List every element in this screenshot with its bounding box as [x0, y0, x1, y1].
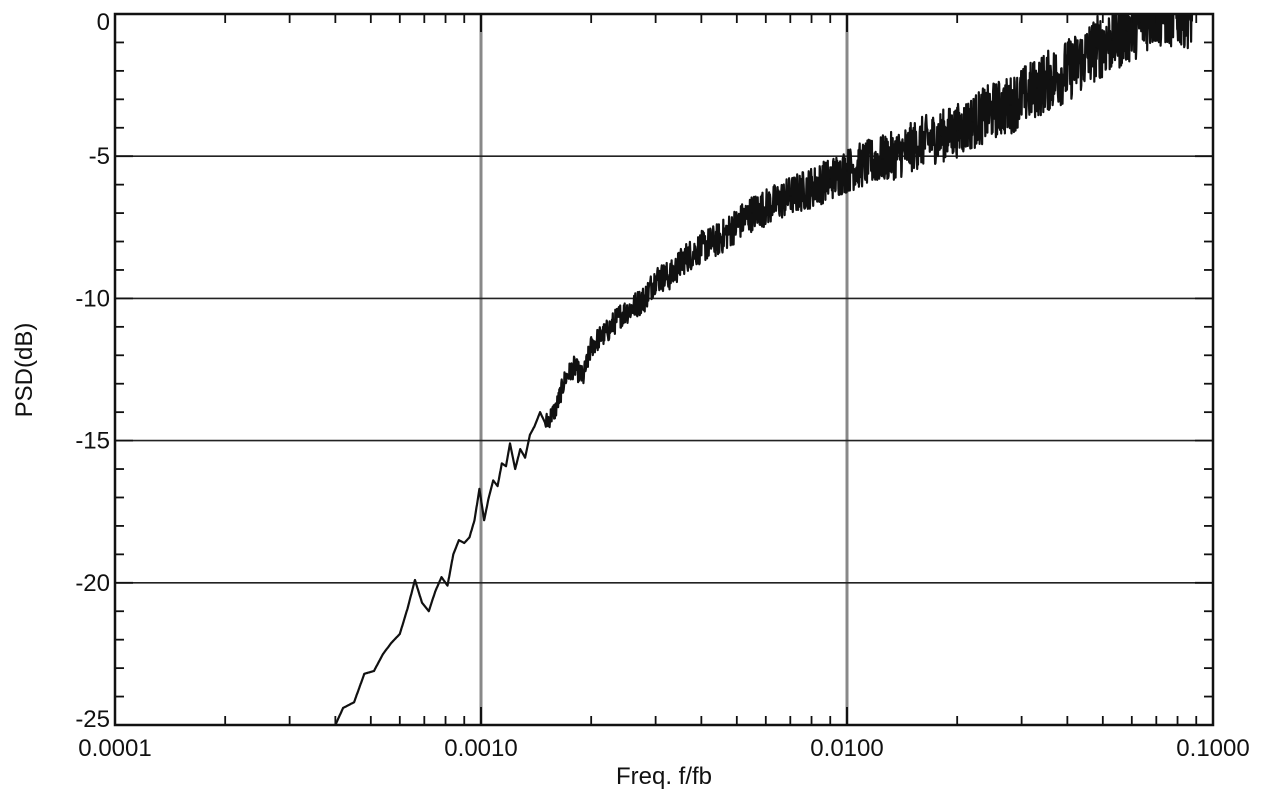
- psd-data-point: [861, 163, 864, 166]
- psd-data-point: [1081, 58, 1084, 61]
- psd-data-point: [1125, 30, 1128, 32]
- y-axis-title: PSD(dB): [11, 323, 38, 418]
- y-tick-label: -5: [89, 143, 110, 170]
- y-tick-labels: 0 -5 -10 -15 -20 -25: [75, 9, 110, 733]
- psd-data-point: [434, 590, 437, 593]
- psd-data-point: [427, 610, 430, 613]
- psd-data-point: [1009, 104, 1012, 106]
- plot-frame: [113, 12, 1215, 727]
- psd-data-point: [544, 422, 547, 425]
- psd-data-point: [496, 485, 499, 488]
- x-tick-label: 0.1000: [1176, 735, 1249, 762]
- psd-data-point: [446, 584, 449, 587]
- psd-data-point: [487, 496, 490, 499]
- x-axis-title: Freq. f/fb: [616, 763, 712, 790]
- psd-data-point: [1095, 47, 1098, 50]
- x-tick-label: 0.0010: [444, 735, 517, 762]
- psd-data-point: [514, 468, 517, 470]
- psd-data-point: [524, 456, 527, 459]
- psd-data-point: [440, 576, 443, 579]
- psd-data-point: [519, 448, 522, 451]
- psd-data-point: [1066, 69, 1069, 72]
- psd-data-point: [683, 257, 686, 260]
- psd-data-point: [1049, 78, 1052, 81]
- psd-data-point: [342, 707, 345, 709]
- psd-data-point: [1035, 87, 1038, 89]
- psd-data-point: [452, 553, 455, 556]
- y-tick-label: -15: [75, 428, 110, 455]
- psd-data-point: [582, 377, 584, 379]
- psd-data-point: [421, 601, 423, 604]
- psd-data-point: [373, 670, 375, 672]
- psd-data-point: [505, 465, 507, 468]
- psd-data-point: [390, 641, 393, 644]
- psd-data-point: [539, 411, 541, 414]
- psd-data-point: [669, 274, 672, 277]
- psd-data-point: [406, 607, 409, 610]
- psd-data-point: [631, 306, 634, 308]
- psd-data-point: [939, 135, 942, 138]
- psd-data-point: [829, 178, 832, 180]
- psd-data-point: [991, 109, 994, 112]
- psd-data-point: [554, 408, 557, 411]
- y-tick-label: 0: [97, 9, 110, 36]
- series-line-group: [334, 14, 1194, 725]
- y-tick-label: -10: [75, 285, 110, 312]
- psd-data-point: [700, 246, 703, 249]
- psd-data-point: [899, 152, 902, 155]
- psd-data-point: [468, 536, 471, 539]
- psd-data-point: [719, 237, 721, 240]
- psd-data-point: [533, 425, 536, 428]
- psd-data-point: [457, 539, 460, 542]
- axis-ticks: [114, 13, 1214, 726]
- psd-data-point: [654, 277, 657, 280]
- psd-data-point: [564, 377, 567, 379]
- psd-data-point: [463, 542, 466, 544]
- psd-data-point: [353, 701, 355, 704]
- psd-data-point: [590, 345, 593, 348]
- psd-data-point: [363, 672, 366, 675]
- psd-data-point: [492, 479, 495, 482]
- x-tick-labels: 0.0001 0.0010 0.0100 0.1000: [78, 735, 1249, 762]
- psd-data-point: [956, 129, 959, 132]
- y-tick-label: -25: [75, 706, 110, 733]
- psd-data-point: [971, 121, 974, 123]
- psd-data-point: [382, 653, 384, 655]
- psd-data-point: [528, 434, 531, 436]
- psd-data-point: [1111, 38, 1113, 41]
- y-tick-label: -20: [75, 570, 110, 597]
- x-tick-label: 0.0100: [810, 735, 883, 762]
- psd-data-point: [483, 519, 486, 522]
- psd-data-point: [598, 337, 600, 340]
- psd-data-point: [920, 141, 923, 143]
- psd-data-point: [619, 314, 622, 317]
- psd-data-point: [1020, 95, 1023, 98]
- psd-data-point: [414, 579, 416, 581]
- psd-data-point: [473, 519, 476, 522]
- psd-data-point: [789, 195, 792, 197]
- psd-data-point: [846, 169, 848, 172]
- psd-data-point: [478, 488, 481, 490]
- psd-data-point: [398, 633, 401, 635]
- psd-data-point: [751, 212, 753, 214]
- psd-data-point: [881, 158, 884, 160]
- psd-data-point: [573, 365, 576, 368]
- psd-series-line: [334, 14, 1194, 725]
- psd-data-point: [810, 186, 813, 189]
- psd-data-point: [605, 331, 608, 334]
- psd-data-point: [509, 442, 511, 445]
- psd-data-point: [500, 462, 503, 465]
- psd-data-point: [1138, 21, 1141, 24]
- psd-data-point: [643, 297, 646, 300]
- psd-data-point: [764, 206, 767, 209]
- grid-lines: [115, 14, 1213, 725]
- psd-data-point: [735, 223, 738, 226]
- x-tick-label: 0.0001: [78, 735, 151, 762]
